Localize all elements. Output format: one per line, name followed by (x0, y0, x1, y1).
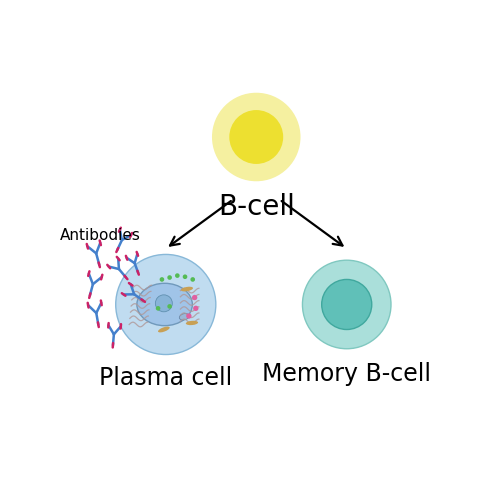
Circle shape (193, 306, 198, 311)
Circle shape (212, 92, 300, 182)
Circle shape (116, 254, 216, 354)
Circle shape (186, 314, 192, 318)
Circle shape (190, 277, 195, 282)
Circle shape (230, 110, 283, 164)
Circle shape (175, 274, 180, 278)
Text: B-cell: B-cell (218, 193, 294, 221)
Text: Plasma cell: Plasma cell (99, 366, 232, 390)
Circle shape (322, 280, 372, 330)
Circle shape (182, 274, 188, 279)
Ellipse shape (180, 314, 189, 320)
Ellipse shape (158, 326, 170, 332)
Circle shape (168, 304, 172, 308)
Ellipse shape (137, 284, 192, 326)
Circle shape (160, 277, 164, 282)
Ellipse shape (181, 286, 193, 292)
Circle shape (302, 260, 391, 349)
Text: Antibodies: Antibodies (60, 228, 141, 242)
Circle shape (168, 275, 172, 280)
Circle shape (156, 295, 172, 312)
Text: Memory B-cell: Memory B-cell (262, 362, 431, 386)
Circle shape (156, 306, 160, 310)
Circle shape (192, 295, 198, 300)
Ellipse shape (186, 321, 198, 325)
